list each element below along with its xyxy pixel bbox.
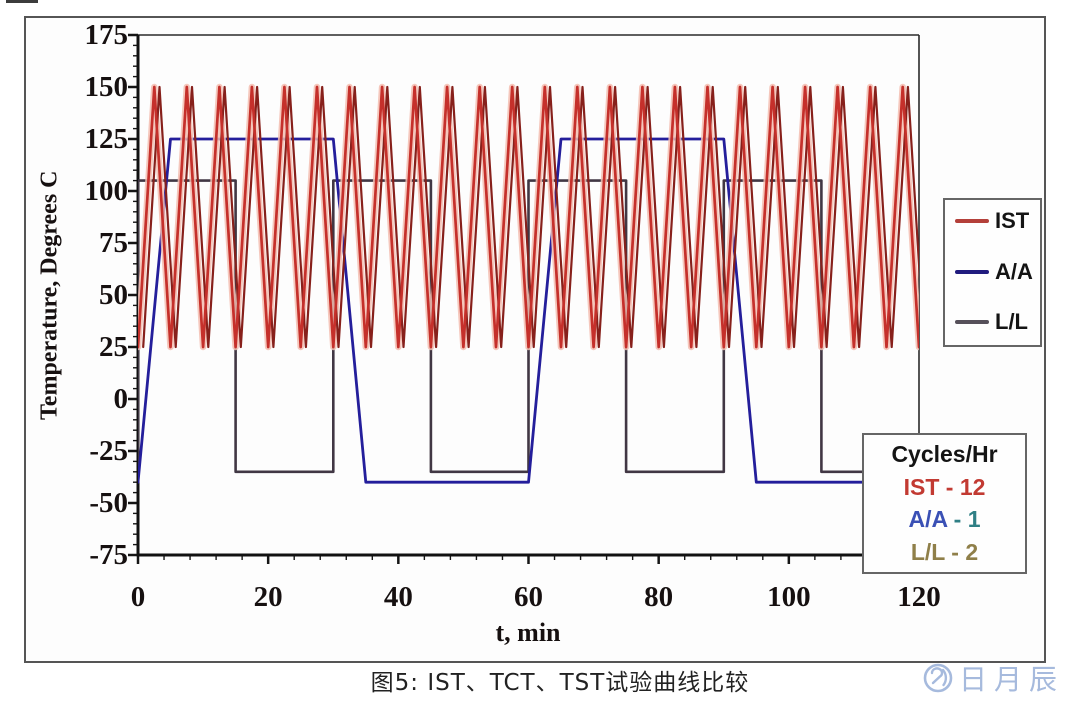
x-tick-label: 40: [383, 581, 413, 613]
x-tick-label: 100: [767, 581, 811, 613]
y-tick-label: -50: [89, 487, 128, 519]
legend-item-ll: L/L: [955, 310, 1034, 334]
x-tick-label: 0: [130, 581, 146, 613]
figure-caption: 图5: IST、TCT、TST试验曲线比较: [370, 670, 750, 696]
y-tick-label: -75: [89, 539, 128, 571]
x-tick-label: 60: [514, 581, 543, 613]
cycles-row-ll: L/L - 2: [911, 539, 978, 566]
ll-line-swatch: [955, 320, 989, 324]
y-tick-label: -25: [89, 435, 128, 467]
scan-artifact-line: [6, 0, 38, 3]
cycles-row-ist: IST - 12: [904, 474, 986, 501]
x-tick-label: 80: [644, 581, 674, 613]
series-layer: [138, 83, 919, 484]
legend-item-aa: A/A: [955, 258, 1034, 284]
legend-label-ist: IST: [995, 208, 1030, 233]
y-tick-label: 0: [113, 383, 129, 415]
watermark-text: 日月辰: [959, 663, 1065, 696]
x-axis-title: t, min: [495, 618, 561, 647]
y-tick-label: 175: [84, 19, 129, 51]
watermark: 日月辰: [922, 658, 1064, 698]
x-tick-label: 20: [253, 581, 283, 613]
y-tick-label: 50: [99, 279, 128, 311]
aa-line-swatch: [955, 269, 989, 274]
ist-line-swatch: [955, 219, 989, 223]
cycles-aa-value: - 1: [947, 506, 981, 533]
y-tick-label: 150: [84, 71, 129, 103]
cycles-ist-value: - 12: [939, 473, 986, 500]
cycles-row-aa: A/A - 1: [909, 506, 981, 533]
series-ist-line: [138, 85, 919, 349]
legend-item-ist: IST: [955, 209, 1034, 233]
y-tick-label: 125: [84, 123, 129, 155]
cycles-aa-label: A/A: [908, 506, 948, 533]
y-tick-label: 25: [99, 331, 128, 363]
sun-moon-circle-logo-icon: [923, 663, 953, 693]
cycles-ll-label: L/L: [910, 539, 945, 566]
cycles-per-hour-box: Cycles/Hr IST - 12 A/A - 1 L/L - 2: [862, 433, 1027, 574]
y-tick-label: 100: [84, 175, 129, 207]
legend-label-ll: L/L: [995, 309, 1028, 334]
series-ist-echo: [142, 85, 919, 349]
y-tick-label: 75: [99, 227, 128, 259]
cycles-box-title: Cycles/Hr: [891, 440, 998, 467]
legend-label-aa: A/A: [995, 258, 1033, 284]
series-legend: IST A/A L/L: [943, 198, 1042, 347]
cycles-ist-label: IST: [903, 473, 940, 500]
cycles-ll-value: - 2: [944, 539, 979, 566]
x-tick-label: 120: [897, 581, 941, 613]
